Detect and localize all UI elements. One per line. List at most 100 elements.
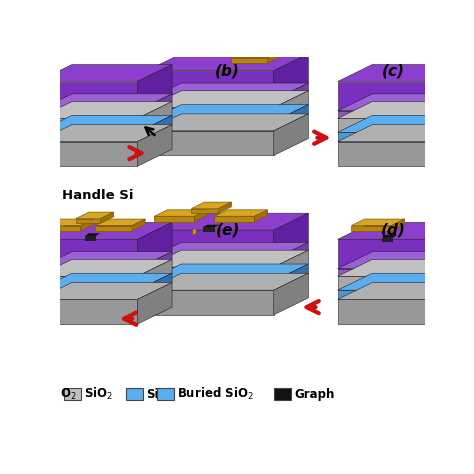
Polygon shape — [137, 115, 172, 142]
Text: (d): (d) — [381, 222, 406, 237]
Polygon shape — [146, 83, 309, 100]
Polygon shape — [44, 219, 94, 226]
Polygon shape — [146, 230, 273, 259]
Polygon shape — [383, 235, 397, 238]
Polygon shape — [337, 276, 438, 290]
Bar — [274, 388, 292, 401]
Polygon shape — [100, 212, 114, 223]
Polygon shape — [37, 269, 137, 276]
Polygon shape — [438, 64, 473, 111]
Polygon shape — [337, 142, 438, 166]
Bar — [126, 388, 143, 401]
Bar — [64, 388, 81, 401]
Polygon shape — [37, 252, 172, 269]
Polygon shape — [337, 252, 473, 269]
Polygon shape — [155, 216, 194, 222]
Polygon shape — [438, 125, 473, 166]
Polygon shape — [146, 54, 309, 71]
Polygon shape — [337, 118, 438, 132]
Polygon shape — [203, 227, 215, 232]
Polygon shape — [352, 226, 392, 231]
Polygon shape — [273, 105, 309, 131]
Polygon shape — [337, 101, 473, 118]
Text: (c): (c) — [382, 63, 405, 78]
Polygon shape — [146, 100, 273, 108]
Polygon shape — [337, 111, 438, 118]
Polygon shape — [37, 300, 137, 324]
Polygon shape — [438, 94, 473, 118]
Polygon shape — [352, 219, 405, 226]
Polygon shape — [137, 283, 172, 324]
Polygon shape — [137, 259, 172, 290]
Polygon shape — [337, 283, 473, 300]
Polygon shape — [85, 233, 100, 237]
Polygon shape — [85, 237, 96, 241]
Polygon shape — [438, 222, 473, 269]
Polygon shape — [214, 216, 255, 222]
Polygon shape — [76, 212, 114, 219]
Polygon shape — [37, 239, 137, 269]
Polygon shape — [37, 290, 137, 300]
Polygon shape — [337, 132, 438, 142]
Polygon shape — [137, 222, 172, 269]
Text: Graph: Graph — [294, 388, 335, 401]
Polygon shape — [337, 125, 473, 142]
Polygon shape — [155, 210, 208, 216]
Polygon shape — [37, 115, 172, 132]
Polygon shape — [337, 115, 473, 132]
Polygon shape — [193, 228, 196, 236]
Polygon shape — [191, 202, 231, 209]
Polygon shape — [95, 219, 145, 226]
Polygon shape — [191, 209, 219, 213]
Polygon shape — [146, 131, 273, 155]
Polygon shape — [146, 259, 273, 267]
Polygon shape — [146, 290, 273, 315]
Polygon shape — [273, 91, 309, 121]
Polygon shape — [137, 125, 172, 166]
Polygon shape — [37, 273, 172, 290]
Polygon shape — [273, 213, 309, 259]
Polygon shape — [37, 94, 172, 111]
Polygon shape — [146, 242, 309, 259]
Text: (b): (b) — [215, 63, 240, 78]
Polygon shape — [37, 142, 137, 166]
Polygon shape — [337, 64, 473, 82]
Polygon shape — [255, 210, 268, 222]
Bar — [157, 388, 173, 401]
Polygon shape — [146, 281, 273, 290]
Polygon shape — [337, 82, 438, 111]
Polygon shape — [76, 219, 100, 223]
Polygon shape — [438, 101, 473, 132]
Polygon shape — [231, 58, 267, 63]
Polygon shape — [273, 83, 309, 108]
Polygon shape — [203, 225, 220, 227]
Polygon shape — [273, 54, 309, 100]
Polygon shape — [146, 267, 273, 281]
Polygon shape — [383, 238, 393, 242]
Polygon shape — [146, 71, 273, 100]
Polygon shape — [337, 269, 438, 276]
Polygon shape — [438, 115, 473, 142]
Polygon shape — [137, 101, 172, 132]
Polygon shape — [231, 51, 282, 58]
Polygon shape — [44, 226, 81, 231]
Polygon shape — [438, 259, 473, 290]
Text: Handle Si: Handle Si — [62, 189, 134, 202]
Polygon shape — [337, 273, 473, 290]
Polygon shape — [81, 219, 94, 231]
Polygon shape — [337, 300, 438, 324]
Text: Buried SiO$_2$: Buried SiO$_2$ — [177, 386, 254, 402]
Polygon shape — [146, 213, 309, 230]
Polygon shape — [146, 91, 309, 108]
Polygon shape — [273, 264, 309, 290]
Polygon shape — [392, 219, 405, 231]
Polygon shape — [37, 111, 137, 118]
Polygon shape — [146, 121, 273, 131]
Polygon shape — [37, 125, 172, 142]
Polygon shape — [273, 273, 309, 315]
Polygon shape — [146, 250, 309, 267]
Polygon shape — [438, 273, 473, 300]
Polygon shape — [37, 64, 172, 82]
Polygon shape — [95, 226, 132, 231]
Polygon shape — [146, 114, 309, 131]
